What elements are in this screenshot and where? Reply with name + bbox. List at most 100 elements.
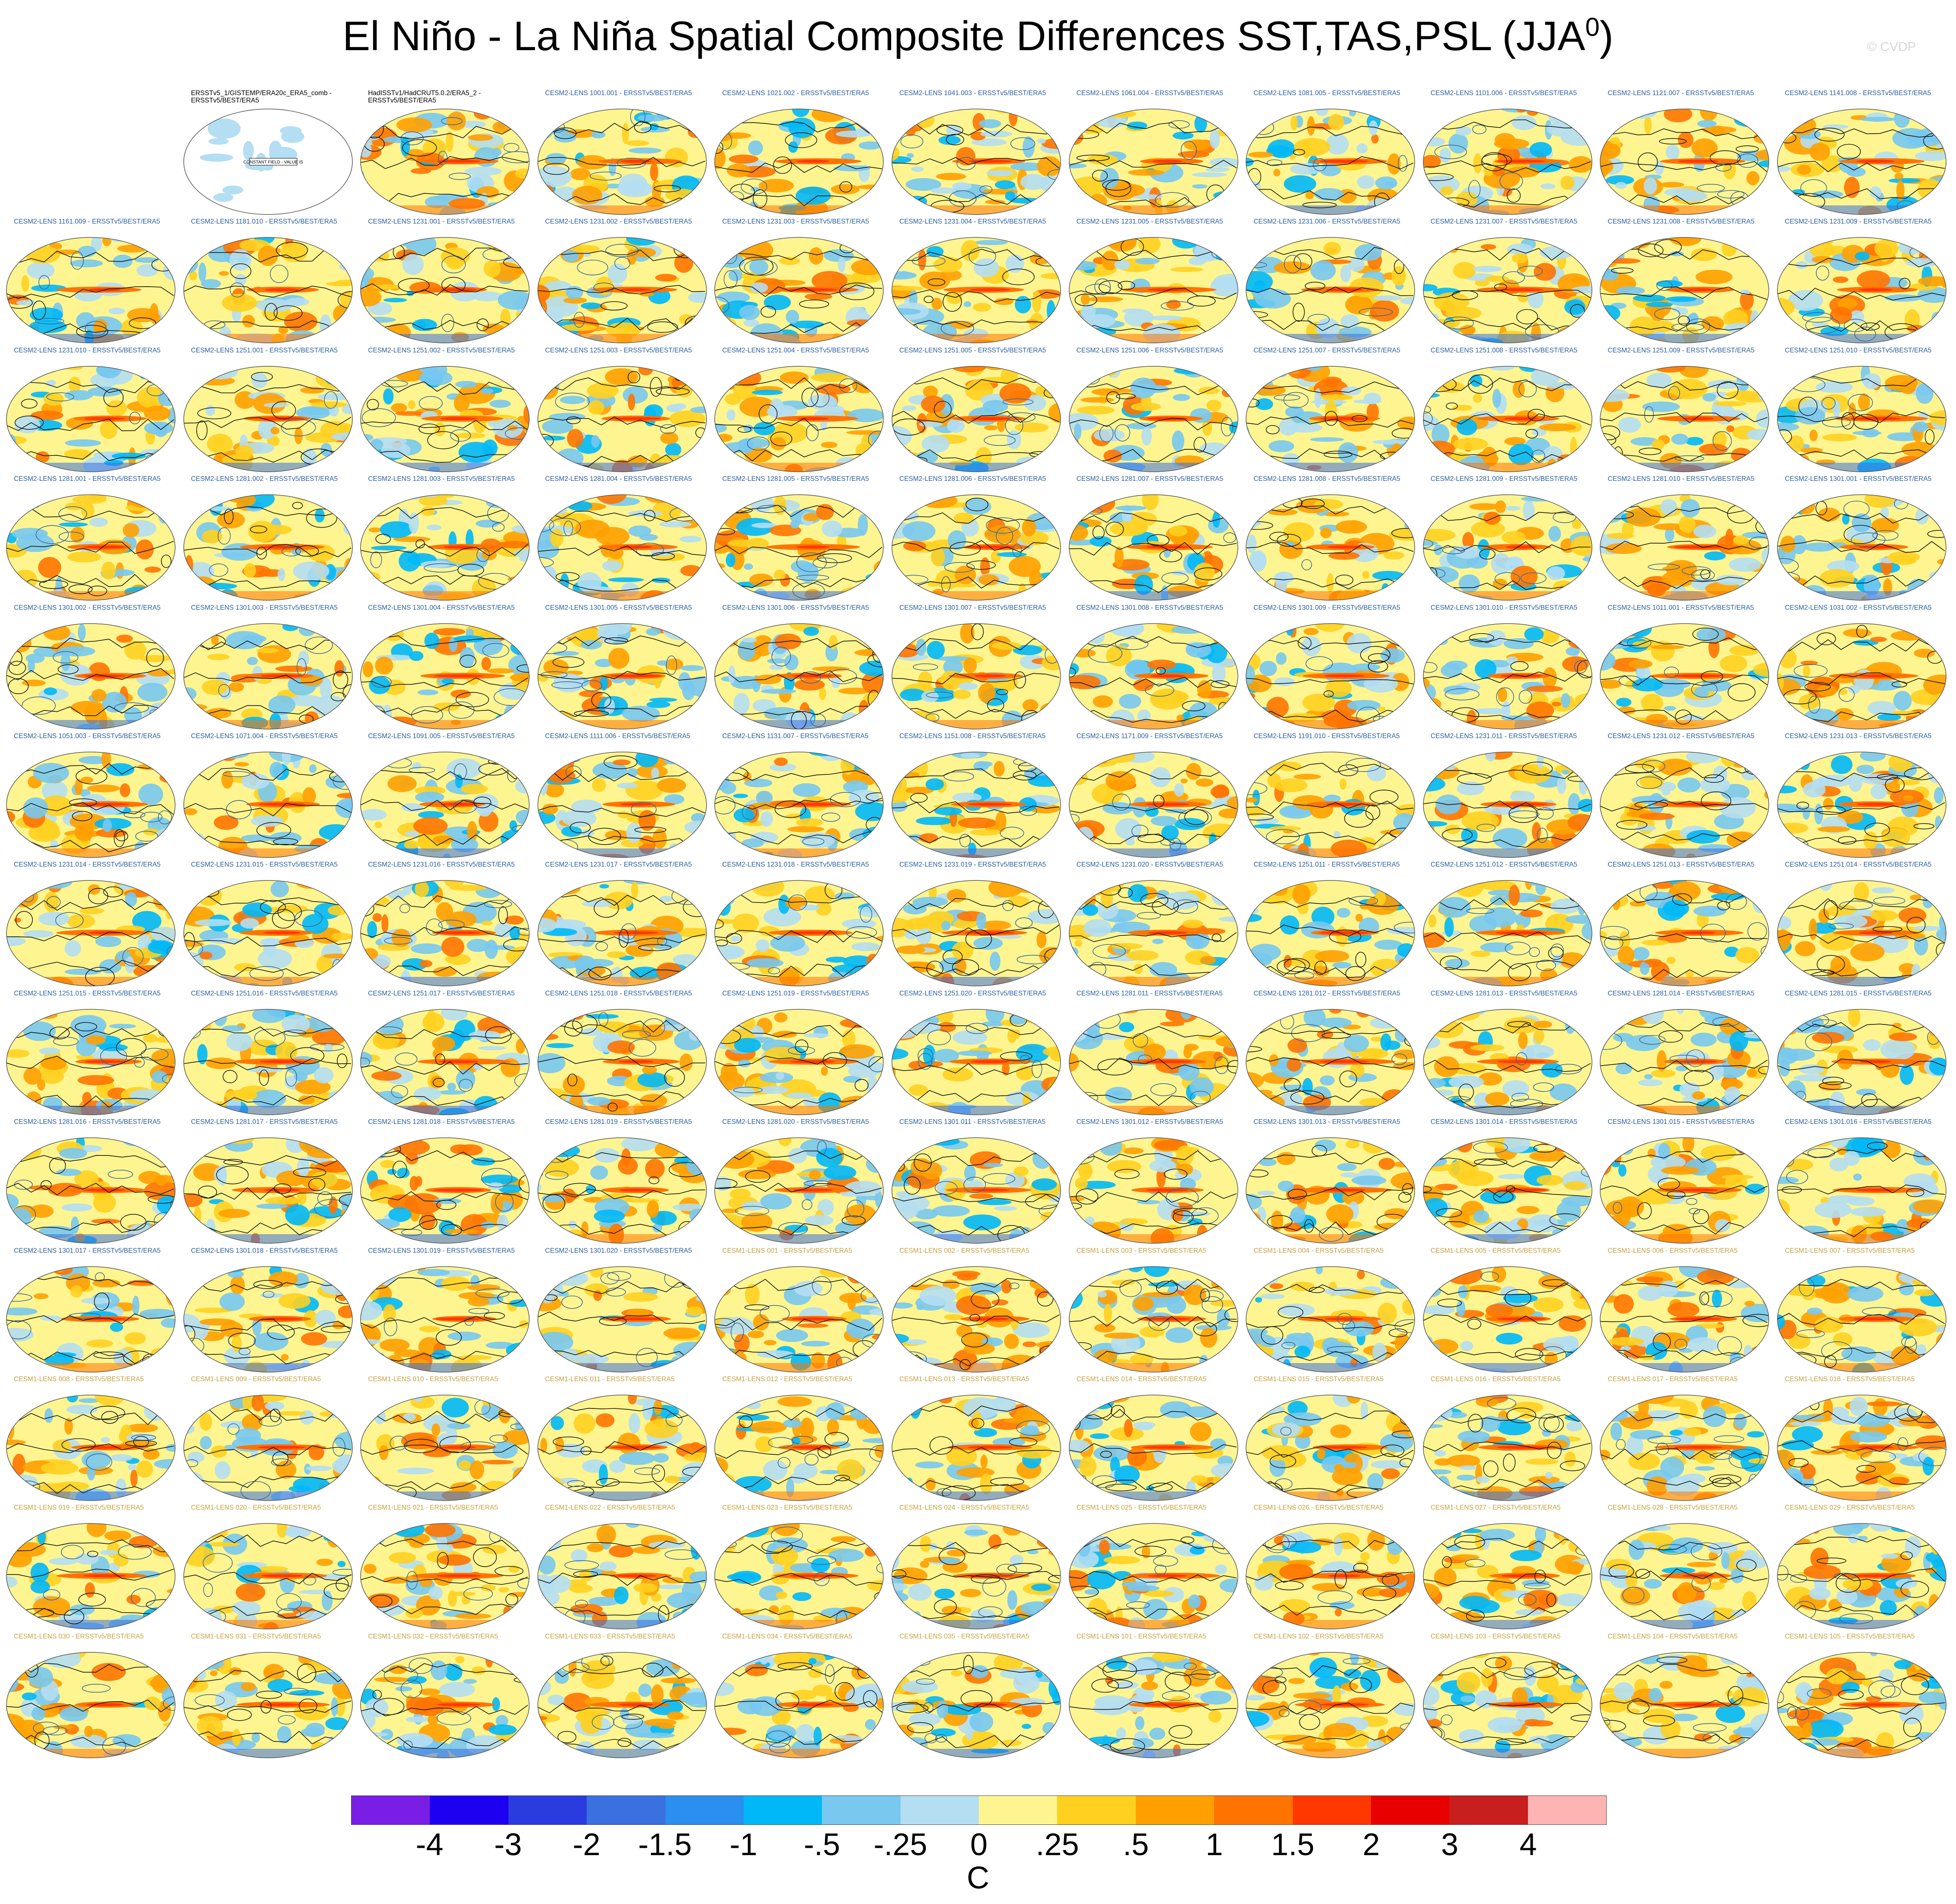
panel-title: CESM2-LENS 1301.016 - ERSSTv5/BEST/ERA5: [1785, 1118, 1932, 1126]
panel-title: CESM2-LENS 1001.001 - ERSSTv5/BEST/ERA5: [545, 90, 692, 97]
globe-map-icon: [1422, 622, 1593, 730]
map-panel: CESM2-LENS 1161.009 - ERSSTv5/BEST/ERA5: [2, 218, 179, 346]
panel-title: CESM2-LENS 1231.009 - ERSSTv5/BEST/ERA5: [1785, 218, 1932, 226]
map-panel: CESM2-LENS 1061.004 - ERSSTv5/BEST/ERA5: [1064, 90, 1241, 218]
globe-map-icon: [5, 1136, 176, 1245]
panel-title: CESM2-LENS 1251.014 - ERSSTv5/BEST/ERA5: [1785, 861, 1932, 869]
globe-map-icon: [1245, 1265, 1416, 1373]
map-panel: CESM1-LENS 010 - ERSSTv5/BEST/ERA5: [356, 1376, 533, 1504]
panel-title: CESM2-LENS 1231.001 - ERSSTv5/BEST/ERA5: [368, 218, 515, 226]
panel-title: CESM2-LENS 1301.019 - ERSSTv5/BEST/ERA5: [368, 1247, 515, 1254]
map-panel: CESM2-LENS 1231.013 - ERSSTv5/BEST/ERA5: [1773, 733, 1950, 861]
map-panel: CESM2-LENS 1281.006 - ERSSTv5/BEST/ERA5: [887, 475, 1064, 604]
panel-title: CESM2-LENS 1301.001 - ERSSTv5/BEST/ERA5: [1785, 475, 1932, 483]
colorbar-tick-label: .25: [1036, 1827, 1079, 1862]
globe-map-icon: [5, 236, 176, 344]
globe-map-icon: [713, 751, 885, 859]
globe-map-icon: [182, 1008, 354, 1116]
map-panel: CESM2-LENS 1301.010 - ERSSTv5/BEST/ERA5: [1419, 604, 1595, 733]
globe-map-icon: [713, 1136, 885, 1245]
panel-title: CESM1-LENS 023 - ERSSTv5/BEST/ERA5: [722, 1504, 853, 1512]
colorbar-ticks: -4 -3 -2 -1.5 -1 -.5 -.25 0 .25 .5 1 1.5 2 3 4: [0, 1827, 1956, 1866]
colorbar-tick-label: 1: [1205, 1827, 1223, 1862]
panel-title: CESM2-LENS 1281.011 - ERSSTv5/BEST/ERA5: [1076, 989, 1223, 997]
panel-title: CESM2-LENS 1281.008 - ERSSTv5/BEST/ERA5: [1253, 475, 1400, 483]
map-panel: CESM2-LENS 1301.016 - ERSSTv5/BEST/ERA5: [1773, 1118, 1950, 1247]
globe-map-icon: [1599, 236, 1770, 344]
panel-title: CESM1-LENS 016 - ERSSTv5/BEST/ERA5: [1430, 1376, 1561, 1383]
map-panel: CESM2-LENS 1001.001 - ERSSTv5/BEST/ERA5: [533, 90, 710, 218]
globe-map-icon: [537, 1651, 708, 1759]
panel-title: CESM2-LENS 1231.012 - ERSSTv5/BEST/ERA5: [1608, 733, 1755, 740]
map-panel: CESM2-LENS 1231.003 - ERSSTv5/BEST/ERA5: [710, 218, 887, 346]
globe-map-icon: [182, 1522, 354, 1630]
panel-title: CESM1-LENS 026 - ERSSTv5/BEST/ERA5: [1253, 1504, 1384, 1512]
colorbar-swatch: [979, 1796, 1058, 1824]
globe-map-icon: [1776, 493, 1947, 602]
globe-map-icon: [1245, 1008, 1416, 1116]
panel-title: CESM2-LENS 1301.014 - ERSSTv5/BEST/ERA5: [1430, 1118, 1578, 1126]
globe-map-icon: [1599, 1394, 1770, 1502]
map-panel: CESM2-LENS 1231.006 - ERSSTv5/BEST/ERA5: [1241, 218, 1418, 346]
globe-map-icon: [713, 365, 885, 473]
globe-map-icon: [1422, 1008, 1593, 1116]
colorbar-swatch: [1528, 1796, 1606, 1824]
panel-title: CESM2-LENS 1251.004 - ERSSTv5/BEST/ERA5: [722, 346, 869, 354]
map-panel: CESM1-LENS 035 - ERSSTv5/BEST/ERA5: [887, 1633, 1064, 1761]
map-panel: CESM2-LENS 1281.004 - ERSSTv5/BEST/ERA5: [533, 475, 710, 604]
colorbar-swatch: [1449, 1796, 1528, 1824]
globe-map-icon: [891, 365, 1062, 473]
panel-title: CESM2-LENS 1251.001 - ERSSTv5/BEST/ERA5: [191, 346, 338, 354]
panel-title: CESM1-LENS 028 - ERSSTv5/BEST/ERA5: [1608, 1504, 1738, 1512]
map-panel: CESM2-LENS 1301.001 - ERSSTv5/BEST/ERA5: [1773, 475, 1950, 604]
panel-title: CESM2-LENS 1091.005 - ERSSTv5/BEST/ERA5: [368, 733, 515, 740]
map-panel: CESM2-LENS 1231.016 - ERSSTv5/BEST/ERA5: [356, 861, 533, 989]
globe-map-icon: [359, 1265, 531, 1373]
map-panel: CESM1-LENS 014 - ERSSTv5/BEST/ERA5: [1064, 1376, 1241, 1504]
map-panel: CESM2-LENS 1251.016 - ERSSTv5/BEST/ERA5: [179, 990, 356, 1118]
globe-map-icon: [1245, 493, 1416, 602]
panel-title: CESM2-LENS 1281.012 - ERSSTv5/BEST/ERA5: [1253, 989, 1400, 997]
panel-title: CESM2-LENS 1281.002 - ERSSTv5/BEST/ERA5: [191, 475, 338, 483]
globe-map-icon: [1422, 493, 1593, 602]
globe-map-icon: [713, 493, 885, 602]
map-panel: CESM1-LENS 105 - ERSSTv5/BEST/ERA5: [1773, 1633, 1950, 1761]
panel-title: CESM1-LENS 015 - ERSSTv5/BEST/ERA5: [1253, 1376, 1384, 1383]
panel-title: CESM2-LENS 1031.002 - ERSSTv5/BEST/ERA5: [1785, 604, 1932, 611]
panel-title: CESM1-LENS 105 - ERSSTv5/BEST/ERA5: [1785, 1632, 1915, 1640]
panel-title: CESM2-LENS 1231.008 - ERSSTv5/BEST/ERA5: [1608, 218, 1755, 226]
map-panel: CESM2-LENS 1251.008 - ERSSTv5/BEST/ERA5: [1419, 347, 1595, 475]
globe-map-icon: [1068, 1651, 1239, 1759]
panel-title: CESM2-LENS 1281.010 - ERSSTv5/BEST/ERA5: [1608, 475, 1755, 483]
globe-map-icon: [1245, 622, 1416, 730]
colorbar-tick-label: 4: [1519, 1827, 1537, 1862]
map-panel: CESM2-LENS 1281.020 - ERSSTv5/BEST/ERA5: [710, 1118, 887, 1247]
panel-title: CESM2-LENS 1231.016 - ERSSTv5/BEST/ERA5: [368, 861, 515, 869]
panel-title: CESM2-LENS 1251.002 - ERSSTv5/BEST/ERA5: [368, 346, 515, 354]
globe-map-icon: [1422, 879, 1593, 987]
map-panel: CESM1-LENS 009 - ERSSTv5/BEST/ERA5: [179, 1376, 356, 1504]
globe-map-icon: [891, 879, 1062, 987]
panel-title: CESM2-LENS 1231.010 - ERSSTv5/BEST/ERA5: [14, 346, 161, 354]
map-panel: CESM2-LENS 1231.020 - ERSSTv5/BEST/ERA5: [1064, 861, 1241, 989]
globe-map-icon: [713, 1522, 885, 1630]
map-panel: CESM1-LENS 012 - ERSSTv5/BEST/ERA5: [710, 1376, 887, 1504]
panel-title: CESM1-LENS 012 - ERSSTv5/BEST/ERA5: [722, 1376, 853, 1383]
globe-map-icon: [1776, 622, 1947, 730]
map-panel: CESM2-LENS 1281.002 - ERSSTv5/BEST/ERA5: [179, 475, 356, 604]
panel-title: CESM2-LENS 1281.017 - ERSSTv5/BEST/ERA5: [191, 1118, 338, 1126]
map-panel: CESM2-LENS 1301.008 - ERSSTv5/BEST/ERA5: [1064, 604, 1241, 733]
map-panel: CESM2-LENS 1301.003 - ERSSTv5/BEST/ERA5: [179, 604, 356, 733]
globe-map-icon: [1599, 751, 1770, 859]
panel-title: CESM2-LENS 1301.007 - ERSSTv5/BEST/ERA5: [899, 604, 1046, 611]
panel-title: CESM1-LENS 006 - ERSSTv5/BEST/ERA5: [1608, 1247, 1738, 1254]
title-superscript: 0: [1585, 13, 1600, 42]
map-panel: CESM2-LENS 1151.008 - ERSSTv5/BEST/ERA5: [887, 733, 1064, 861]
globe-map-icon: [5, 1008, 176, 1116]
colorbar-tick-label: .5: [1122, 1827, 1149, 1862]
map-panel: CESM1-LENS 021 - ERSSTv5/BEST/ERA5: [356, 1504, 533, 1632]
globe-map-icon: [1245, 365, 1416, 473]
map-panel: CESM2-LENS 1281.017 - ERSSTv5/BEST/ERA5: [179, 1118, 356, 1247]
map-panel: CESM2-LENS 1281.019 - ERSSTv5/BEST/ERA5: [533, 1118, 710, 1247]
map-panel: CESM1-LENS 022 - ERSSTv5/BEST/ERA5: [533, 1504, 710, 1632]
